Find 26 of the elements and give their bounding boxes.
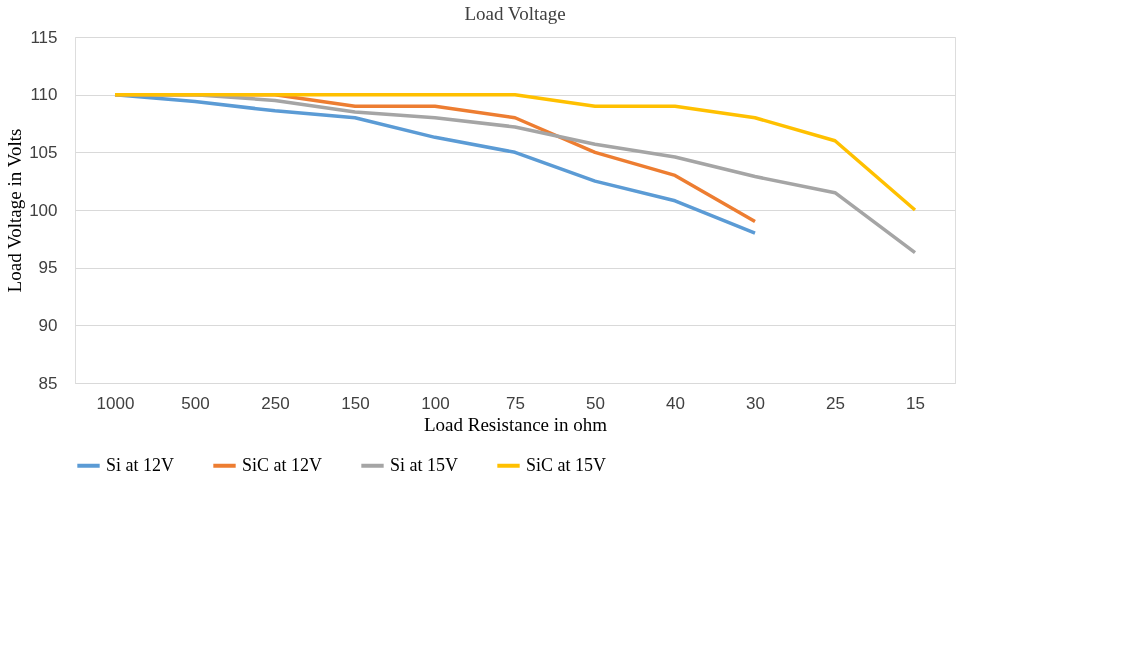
y-axis-title: Load Voltage in Volts: [4, 128, 26, 293]
x-tick-label: 50: [586, 393, 605, 413]
legend-label: SiC at 12V: [242, 454, 323, 475]
x-tick-label: 100: [421, 393, 450, 413]
x-tick-label: 30: [746, 393, 765, 413]
y-tick-label: 110: [30, 85, 58, 105]
x-tick-label: 40: [666, 393, 685, 413]
x-tick-label: 25: [826, 393, 845, 413]
legend-label: Si at 15V: [390, 454, 459, 475]
chart-title: Load Voltage: [464, 3, 566, 24]
x-tick-label: 250: [261, 393, 290, 413]
y-tick-label: 105: [29, 142, 58, 162]
legend-label: SiC at 15V: [526, 454, 607, 475]
x-tick-label: 15: [906, 393, 925, 413]
y-tick-label: 90: [38, 315, 58, 335]
line-series: [113, 92, 917, 212]
y-tick-label: 85: [38, 373, 58, 393]
y-tick-label: 100: [29, 200, 58, 220]
x-tick-label: 75: [506, 393, 525, 413]
x-axis-title: Load Resistance in ohm: [423, 413, 608, 435]
x-tick-label: 150: [341, 393, 370, 413]
x-tick-label: 1000: [96, 393, 135, 413]
y-tick-label: 95: [38, 258, 58, 278]
legend-label: Si at 12V: [106, 454, 175, 475]
x-tick-label: 500: [181, 393, 210, 413]
y-tick-label: 115: [30, 27, 58, 47]
